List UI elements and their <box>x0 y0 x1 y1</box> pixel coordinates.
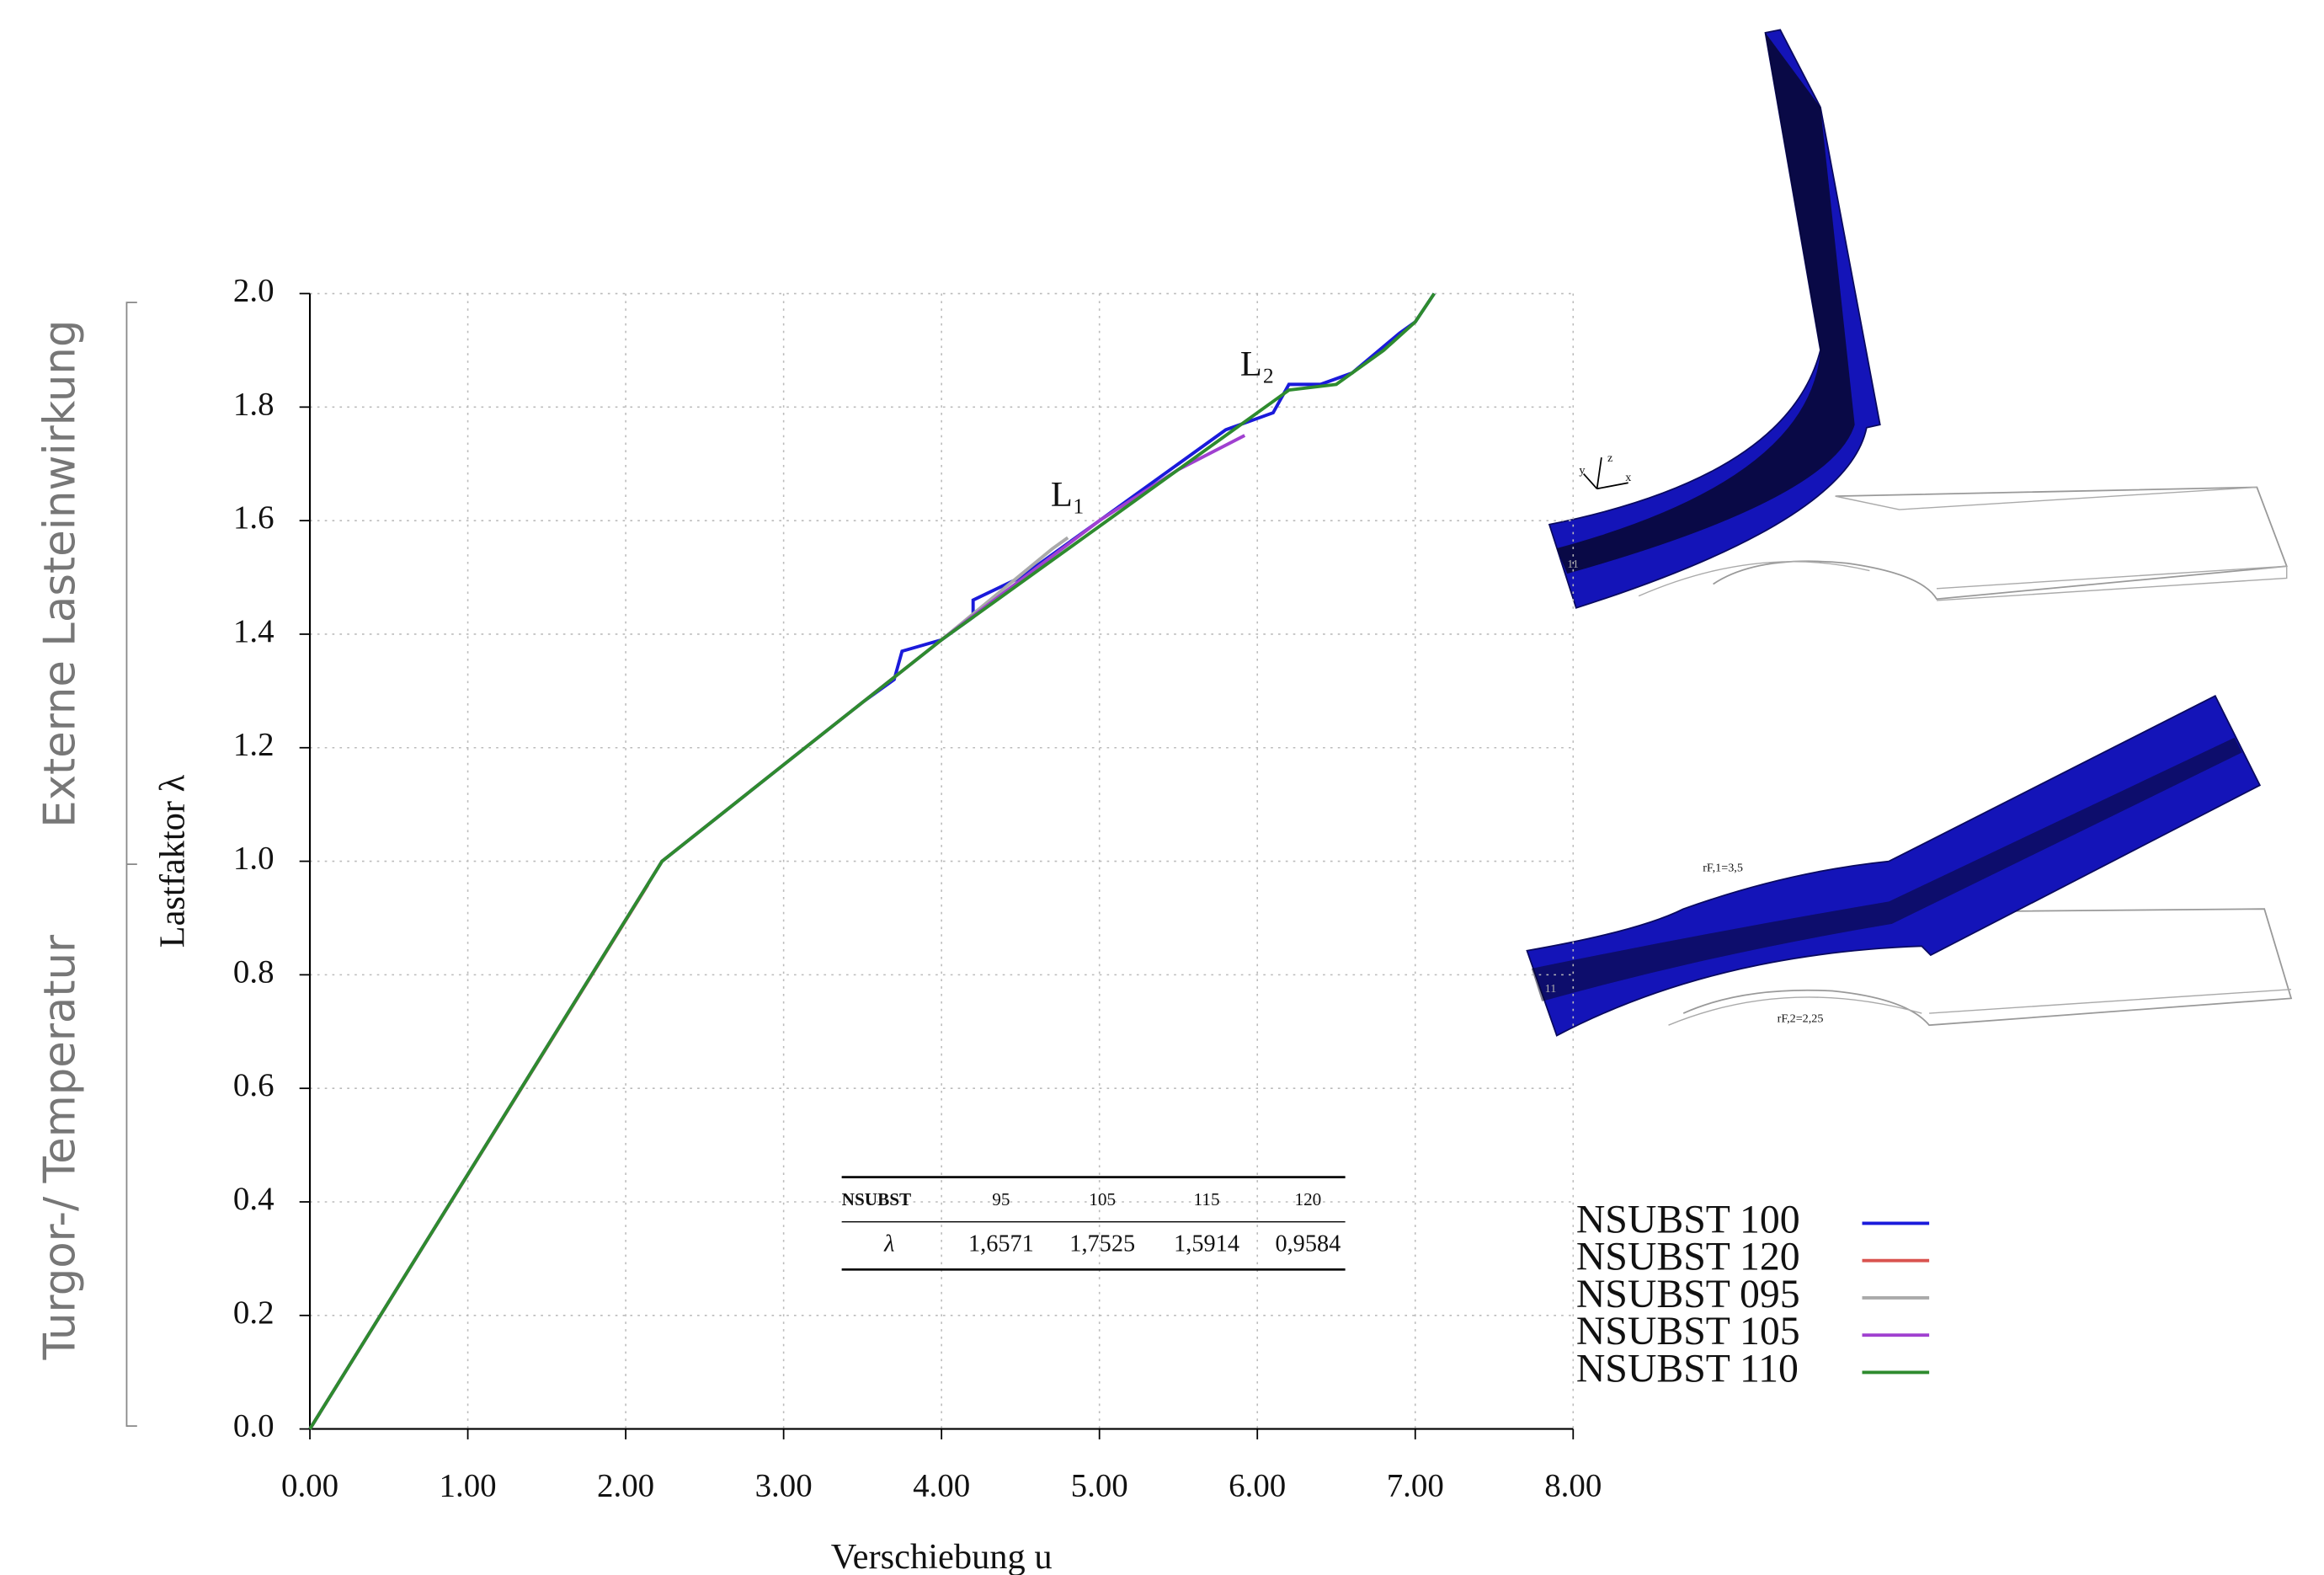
chart: Externe Lasteinwirkung Turgor-/ Temperat… <box>0 0 2324 1575</box>
axis-letter: z <box>1607 451 1612 465</box>
x-tick-label: 6.00 <box>1229 1467 1286 1503</box>
table-header: 120 <box>1294 1189 1321 1209</box>
table-header: 95 <box>992 1189 1010 1209</box>
table-cell: 1,5914 <box>1174 1231 1239 1257</box>
annotation: L₂ <box>1240 344 1275 384</box>
series-line <box>310 537 1068 1428</box>
y-tick-label: 0.4 <box>233 1181 275 1217</box>
table-cell: 1,7525 <box>1069 1231 1135 1257</box>
y-tick-label: 1.6 <box>233 499 275 536</box>
legend-label: NSUBST 110 <box>1576 1346 1799 1391</box>
model-top: y z x 11 <box>1549 29 2287 607</box>
side-label: Turgor-/ Temperatur <box>35 934 85 1361</box>
y-tick-label: 0.6 <box>233 1067 275 1103</box>
y-tick-label: 0.8 <box>233 953 275 990</box>
y-tick-label: 0.2 <box>233 1295 275 1331</box>
x-tick-label: 7.00 <box>1387 1467 1444 1503</box>
node-label: 11 <box>1567 558 1579 571</box>
table-cell: 0,9584 <box>1275 1231 1341 1257</box>
series-line <box>310 294 1434 1429</box>
y-tick-label: 1.8 <box>233 386 275 422</box>
axis-letter: x <box>1625 471 1631 484</box>
series-line <box>310 435 1245 1429</box>
table-cell: 1,6571 <box>968 1231 1034 1257</box>
axis-triad <box>1584 457 1628 489</box>
x-tick-label: 4.00 <box>913 1467 970 1503</box>
x-tick-label: 1.00 <box>440 1467 497 1503</box>
radius-label: rF,2=2,25 <box>1778 1012 1824 1025</box>
table-header: NSUBST <box>842 1189 912 1209</box>
model-bottom: rF,1=3,5 rF,2=2,25 11 <box>1527 696 2291 1035</box>
x-tick-label: 5.00 <box>1071 1467 1128 1503</box>
table-header: 115 <box>1194 1189 1220 1209</box>
x-axis-label: Verschiebung u <box>831 1537 1053 1575</box>
x-tick-label: 2.00 <box>597 1467 654 1503</box>
radius-label: rF,1=3,5 <box>1703 862 1743 875</box>
table-cell: λ <box>883 1231 894 1257</box>
y-tick-label: 2.0 <box>233 272 275 308</box>
page: {"chart_data": {"type": "line", "xlabel"… <box>0 0 2324 1575</box>
x-tick-label: 8.00 <box>1544 1467 1602 1503</box>
y-axis-label: Lastfaktor λ <box>153 774 193 948</box>
annotation: L₁ <box>1051 475 1085 515</box>
side-brackets <box>126 302 136 1426</box>
series-line <box>310 294 1434 1429</box>
y-tick-label: 0.0 <box>233 1408 275 1444</box>
x-tick-label: 0.00 <box>281 1467 338 1503</box>
y-tick-label: 1.2 <box>233 727 275 763</box>
table-header: 105 <box>1089 1189 1116 1209</box>
y-tick-label: 1.4 <box>233 613 275 649</box>
side-label: Externe Lasteinwirkung <box>35 320 85 828</box>
node-label: 11 <box>1545 982 1557 996</box>
axis-letter: y <box>1579 463 1586 477</box>
x-tick-label: 3.00 <box>755 1467 813 1503</box>
y-tick-label: 1.0 <box>233 841 275 877</box>
